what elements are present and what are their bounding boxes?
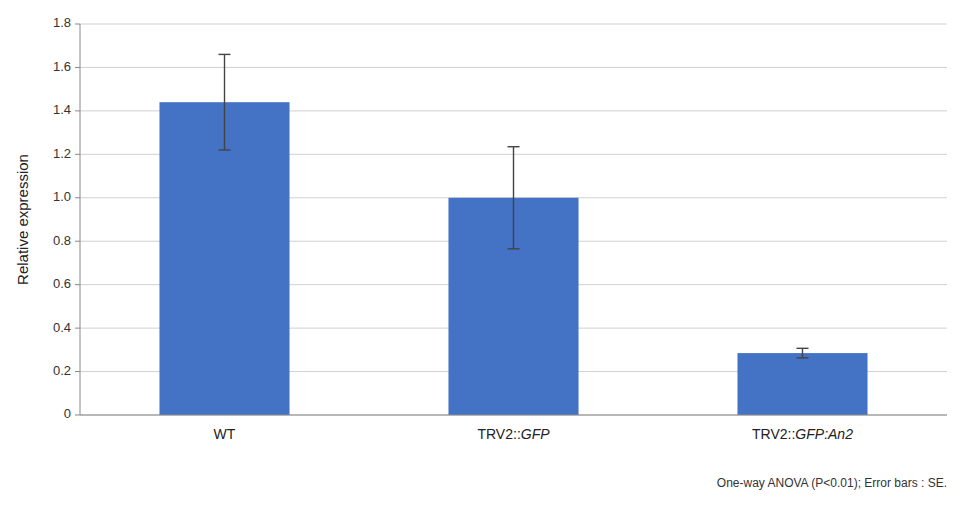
error-cap	[219, 54, 231, 55]
chart-svg: 0 0.2 0.4 0.6 0.8 1.0 1.2 1.4 1.6 1.8 Relative exp…	[0, 0, 977, 505]
tick-mark	[75, 197, 80, 198]
tick-mark	[75, 241, 80, 242]
tick-mark	[75, 371, 80, 372]
error-bar	[797, 348, 809, 358]
tick-mark	[75, 328, 80, 329]
tick-mark	[75, 67, 80, 68]
tick-label: 0	[64, 406, 71, 421]
label-part-italic: GFP	[521, 426, 550, 442]
tick-label: 1.0	[53, 189, 71, 204]
chart-container: 0 0.2 0.4 0.6 0.8 1.0 1.2 1.4 1.6 1.8 Relative exp…	[0, 0, 977, 505]
error-line	[224, 54, 225, 150]
bars	[159, 54, 867, 415]
error-cap	[508, 248, 520, 249]
error-cap	[219, 149, 231, 150]
tick-mark	[75, 154, 80, 155]
tick-label: 1.8	[53, 15, 71, 30]
tick-label: 0.8	[53, 233, 71, 248]
grid-line	[80, 67, 947, 68]
tick-label: 1.4	[53, 102, 71, 117]
error-cap	[508, 146, 520, 147]
error-bar	[219, 54, 231, 150]
tick-label: 1.6	[53, 59, 71, 74]
tick-mark	[75, 24, 80, 25]
error-cap	[797, 348, 809, 349]
label-part-italic: GFP:An2	[795, 426, 853, 442]
tick-label: 0.6	[53, 276, 71, 291]
error-line	[802, 348, 803, 358]
tick-mark	[75, 110, 80, 111]
error-line	[513, 147, 514, 249]
y-axis-label: Relative expression	[14, 154, 31, 285]
tick-mark	[75, 284, 80, 285]
x-tick-label: TRV2::GFP:An2	[752, 426, 853, 442]
tick-mark	[75, 415, 80, 416]
x-tick-label: WT	[214, 426, 236, 442]
tick-label: 1.2	[53, 146, 71, 161]
tick-label: 0.4	[53, 320, 71, 335]
tick-label: 0.2	[53, 363, 71, 378]
x-tick-label: TRV2::GFP	[477, 426, 550, 442]
grid-line	[80, 415, 947, 416]
label-part: TRV2::	[752, 426, 795, 442]
error-cap	[797, 357, 809, 358]
x-axis-line	[80, 415, 947, 416]
label-part: TRV2::	[477, 426, 520, 442]
error-bar	[508, 147, 520, 249]
y-axis: 0 0.2 0.4 0.6 0.8 1.0 1.2 1.4 1.6 1.8	[53, 15, 947, 421]
bar	[737, 353, 867, 415]
annotation: One-way ANOVA (P<0.01); Error bars : SE.	[717, 476, 947, 490]
y-axis-line	[80, 24, 81, 415]
grid-line	[80, 24, 947, 25]
